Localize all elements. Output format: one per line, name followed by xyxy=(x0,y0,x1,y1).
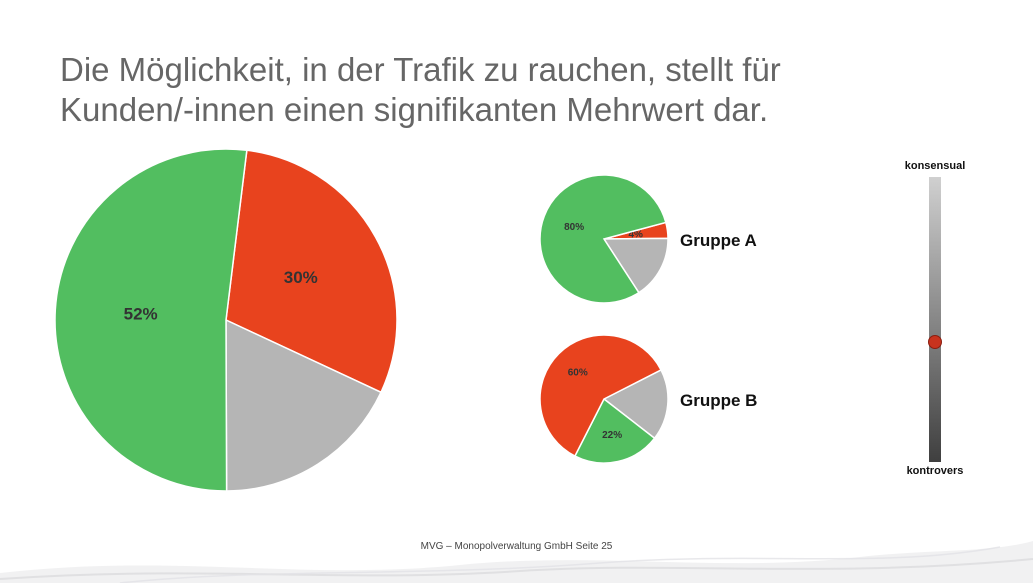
pie-chart-group-a: 4% 80% xyxy=(539,174,669,304)
group-a-slice-green xyxy=(539,174,667,304)
scale-bottom-label: kontrovers xyxy=(906,465,964,477)
group-a-slice-gray xyxy=(602,237,669,294)
group-b-slice-green xyxy=(573,397,656,464)
group-b-label-red: 60% xyxy=(568,367,588,378)
pie-chart-group-b: 22% 60% xyxy=(539,334,669,464)
slide-title-line-2: Kunden/-innen einen signifikanten Mehrwe… xyxy=(60,91,769,128)
group-b-label: Gruppe B xyxy=(680,391,758,410)
consensus-scale-bar xyxy=(927,177,942,462)
group-b-label-green: 22% xyxy=(602,430,622,441)
group-a-label: Gruppe A xyxy=(680,231,757,250)
total-slice-gray xyxy=(225,318,382,492)
group-b-slice-red xyxy=(539,334,663,458)
total-label-red: 30% xyxy=(284,268,318,287)
total-slice-red xyxy=(225,149,398,394)
scale-top-label: konsensual xyxy=(904,160,966,172)
pie-chart-total: 30% 52% xyxy=(54,148,398,492)
slide-title-line-1: Die Möglichkeit, in der Trafik zu rauche… xyxy=(60,51,781,88)
slide-title: Die Möglichkeit, in der Trafik zu rauche… xyxy=(60,50,820,130)
scale-position-marker xyxy=(927,334,942,349)
smoke-decoration xyxy=(0,541,1033,583)
group-a-label-red: 4% xyxy=(628,229,643,240)
group-a-label-green: 80% xyxy=(564,222,584,233)
footer-text: MVG – Monopolverwaltung GmbH Seite 25 xyxy=(420,541,613,552)
total-slice-green xyxy=(54,148,248,492)
group-b-slice-gray xyxy=(602,368,669,440)
total-label-green: 52% xyxy=(124,304,158,323)
